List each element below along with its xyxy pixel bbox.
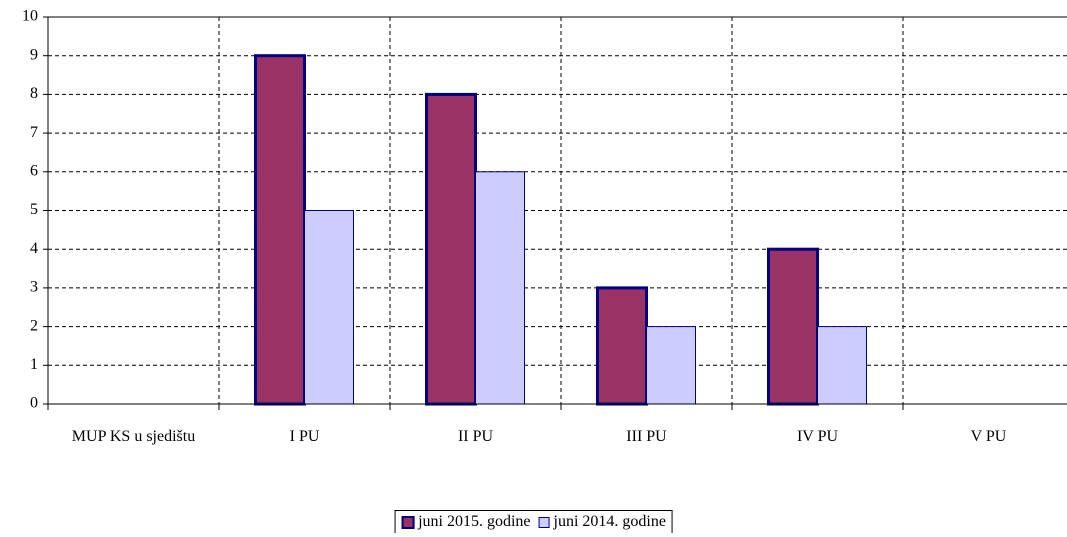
y-tick-label: 8 [30, 85, 38, 102]
legend-swatch [401, 515, 415, 529]
y-tick-label: 9 [30, 46, 38, 63]
x-tick-label: V PU [970, 428, 1007, 445]
legend: juni 2015. godine juni 2014. godine [394, 510, 673, 533]
x-tick-label: III PU [626, 428, 667, 445]
bar [425, 92, 477, 406]
legend-label: juni 2014. godine [553, 513, 666, 530]
bar [646, 326, 696, 405]
bar [254, 54, 306, 406]
legend-label: juni 2015. godine [418, 513, 531, 530]
x-tick-label: IV PU [796, 428, 839, 445]
y-tick-label: 2 [30, 317, 38, 334]
y-tick-label: 7 [30, 124, 38, 141]
legend-item: juni 2014. godine [538, 513, 666, 531]
y-tick-label: 6 [30, 162, 38, 179]
y-tick-label: 4 [30, 240, 38, 257]
bar [817, 326, 867, 405]
y-tick-label: 0 [30, 395, 38, 412]
legend-swatch [538, 516, 550, 528]
bar [767, 247, 819, 406]
x-tick-label: II PU [457, 428, 494, 445]
bar [596, 286, 648, 406]
x-tick-label: I PU [289, 428, 320, 445]
y-tick-label: 10 [22, 8, 38, 25]
bar [304, 210, 354, 405]
y-tick-label: 5 [30, 201, 38, 218]
x-tick-label: MUP KS u sjedištu [71, 428, 196, 445]
y-tick-label: 1 [30, 356, 38, 373]
y-tick-label: 3 [30, 279, 38, 296]
legend-item: juni 2015. godine [401, 513, 531, 531]
bar [475, 171, 525, 405]
